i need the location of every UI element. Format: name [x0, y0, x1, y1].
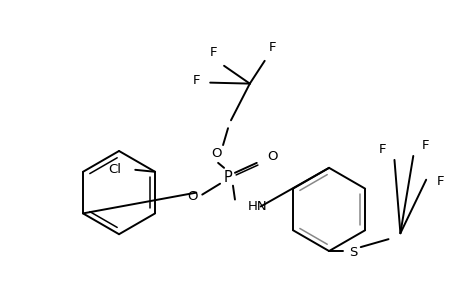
- Text: Cl: Cl: [108, 163, 121, 176]
- Text: HN: HN: [247, 200, 267, 213]
- Text: O: O: [187, 190, 197, 203]
- Text: F: F: [268, 41, 276, 55]
- Text: F: F: [420, 139, 428, 152]
- Text: P: P: [223, 170, 232, 185]
- Text: O: O: [267, 150, 277, 164]
- Text: F: F: [435, 175, 443, 188]
- Text: F: F: [378, 142, 386, 155]
- Text: S: S: [348, 245, 356, 259]
- Text: F: F: [209, 46, 217, 59]
- Text: O: O: [210, 148, 221, 160]
- Text: F: F: [192, 74, 200, 87]
